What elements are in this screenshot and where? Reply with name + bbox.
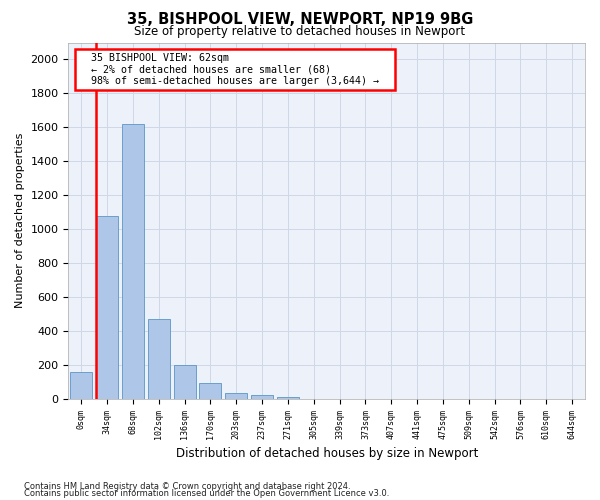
X-axis label: Distribution of detached houses by size in Newport: Distribution of detached houses by size … bbox=[176, 447, 478, 460]
Y-axis label: Number of detached properties: Number of detached properties bbox=[15, 133, 25, 308]
Bar bbox=[251, 395, 273, 399]
Bar bbox=[277, 397, 299, 399]
Bar bbox=[226, 393, 247, 399]
Bar bbox=[96, 216, 118, 399]
Bar bbox=[70, 372, 92, 399]
Bar bbox=[148, 319, 170, 399]
Text: Size of property relative to detached houses in Newport: Size of property relative to detached ho… bbox=[134, 25, 466, 38]
Text: 35 BISHPOOL VIEW: 62sqm  
  ← 2% of detached houses are smaller (68)  
  98% of : 35 BISHPOOL VIEW: 62sqm ← 2% of detached… bbox=[79, 53, 391, 86]
Text: 35, BISHPOOL VIEW, NEWPORT, NP19 9BG: 35, BISHPOOL VIEW, NEWPORT, NP19 9BG bbox=[127, 12, 473, 28]
Bar bbox=[122, 124, 144, 399]
Text: Contains HM Land Registry data © Crown copyright and database right 2024.: Contains HM Land Registry data © Crown c… bbox=[24, 482, 350, 491]
Bar bbox=[199, 383, 221, 399]
Bar bbox=[173, 365, 196, 399]
Text: Contains public sector information licensed under the Open Government Licence v3: Contains public sector information licen… bbox=[24, 490, 389, 498]
